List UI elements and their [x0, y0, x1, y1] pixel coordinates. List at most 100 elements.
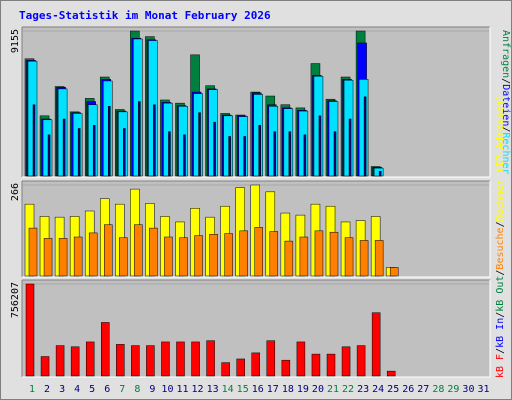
legend-entry: Besuche — [495, 227, 506, 269]
rechner-bar-day-23 — [358, 79, 369, 177]
kb-f-bar-day-19 — [296, 341, 306, 377]
besuche-bar-day-23 — [359, 240, 369, 277]
kb-f-bar-day-15 — [236, 358, 245, 377]
besuche-bar-day-6 — [104, 224, 113, 277]
rechner-bar-day-17 — [268, 106, 279, 177]
x-tick-label-day-18: 18 — [282, 384, 294, 395]
legend-entry: Anfragen — [500, 30, 511, 78]
x-tick-label-day-25: 25 — [387, 384, 399, 395]
kb-f-bar-day-4 — [70, 346, 80, 377]
ymax-label-visits: 266 — [10, 183, 21, 201]
rechner-bar-day-6 — [103, 80, 113, 177]
x-tick-label-day-31: 31 — [477, 384, 489, 395]
rechner-bar-day-16 — [253, 94, 263, 177]
besuche-bar-day-18 — [288, 131, 292, 177]
legend-entry: Rechner — [500, 132, 511, 174]
x-tick-label-day-15: 15 — [237, 384, 249, 395]
x-tick-label-day-1: 1 — [29, 384, 35, 395]
x-tick-label-day-30: 30 — [462, 384, 474, 395]
besuche-bar-day-11 — [183, 134, 186, 177]
besuche-bar-day-16 — [254, 227, 263, 277]
besuche-bar-day-20 — [318, 115, 322, 177]
x-tick-label-day-22: 22 — [342, 384, 354, 395]
x-tick-label-day-2: 2 — [44, 384, 50, 395]
y-max-labels: 9155 266 756207 — [10, 29, 21, 318]
kb-f-bar-day-5 — [85, 341, 95, 377]
kb-f-bar-day-16 — [251, 352, 260, 377]
x-tick-label-day-27: 27 — [417, 384, 429, 395]
rechner-bar-day-20 — [313, 75, 324, 177]
x-tick-label-day-19: 19 — [297, 384, 309, 395]
rechner-bar-day-3 — [57, 88, 68, 177]
kb-f-bar-day-9 — [146, 345, 155, 377]
kb-f-bar-day-21 — [326, 353, 336, 377]
x-tick-label-day-4: 4 — [74, 384, 80, 395]
besuche-bar-day-13 — [209, 234, 218, 277]
rechner-bar-day-19 — [298, 110, 309, 177]
rechner-bar-day-21 — [328, 101, 339, 177]
x-tick-label-day-8: 8 — [134, 384, 140, 395]
besuche-bar-day-24 — [378, 170, 382, 177]
x-tick-label-day-14: 14 — [222, 384, 234, 395]
besuche-bar-day-20 — [314, 230, 324, 277]
kb-f-bar-day-2 — [40, 356, 50, 377]
kb-f-bar-day-1 — [25, 283, 35, 377]
besuche-bar-day-4 — [77, 128, 81, 177]
legend-traffic: kB F/kB In/kB Out/Besuche/Rechner (IP-Ad… — [495, 95, 506, 378]
rechner-bar-day-24 — [373, 167, 384, 177]
rechner-bar-day-10 — [163, 102, 173, 177]
kb-f-bar-day-8 — [131, 345, 140, 377]
x-tick-label-day-12: 12 — [192, 384, 204, 395]
besuche-bar-day-2 — [47, 134, 51, 177]
ymax-label-kbytes: 756207 — [10, 282, 21, 318]
besuche-bar-day-25 — [389, 267, 399, 277]
besuche-bar-day-5 — [88, 232, 98, 277]
x-tick-label-day-3: 3 — [59, 384, 65, 395]
besuche-bar-day-2 — [43, 238, 53, 277]
rechner-bar-day-7 — [118, 111, 128, 177]
besuche-bar-day-8 — [138, 101, 141, 177]
x-tick-label-day-20: 20 — [312, 384, 324, 395]
besuche-bar-day-11 — [179, 237, 188, 277]
besuche-bar-day-17 — [273, 131, 277, 177]
rechner-bar-day-9 — [148, 40, 158, 177]
kb-f-bar-day-24 — [371, 312, 381, 377]
besuche-bar-day-21 — [329, 231, 339, 277]
kb-f-bar-day-23 — [356, 345, 366, 377]
kb-f-bar-day-11 — [176, 341, 185, 377]
kb-f-bar-day-22 — [341, 346, 351, 377]
legend-entry: Dateien — [500, 84, 511, 126]
besuche-bar-day-15 — [243, 136, 246, 177]
rechner-bar-day-4 — [72, 113, 83, 177]
besuche-bar-day-24 — [374, 240, 384, 277]
kb-f-bar-day-18 — [281, 359, 291, 377]
chart-title: Tages-Statistik im Monat February 2026 — [19, 9, 271, 22]
x-tick-label-day-5: 5 — [89, 384, 95, 395]
besuche-bar-day-19 — [303, 134, 307, 177]
x-tick-label-day-6: 6 — [104, 384, 110, 395]
rechner-bar-day-12 — [193, 93, 203, 177]
besuche-bar-day-15 — [239, 230, 248, 277]
legend-entry: / — [500, 126, 511, 132]
chart-marks — [24, 30, 399, 377]
legend-entry: / — [495, 221, 506, 227]
kb-f-bar-day-12 — [191, 341, 200, 377]
kb-f-bar-day-6 — [101, 322, 110, 377]
besuche-bar-day-16 — [258, 125, 261, 177]
legend-entry: kB In — [495, 318, 506, 348]
x-tick-label-day-21: 21 — [327, 384, 339, 395]
rechner-bar-day-11 — [178, 106, 188, 177]
kb-f-bar-day-7 — [116, 344, 125, 377]
rechner-bar-day-13 — [208, 89, 218, 177]
besuche-bar-day-7 — [119, 237, 128, 277]
rechner-bar-day-15 — [238, 116, 248, 177]
besuche-bar-day-10 — [164, 236, 173, 277]
x-tick-label-day-29: 29 — [447, 384, 459, 395]
x-tick-label-day-16: 16 — [252, 384, 264, 395]
besuche-bar-day-22 — [348, 118, 352, 177]
x-tick-label-day-23: 23 — [357, 384, 369, 395]
besuche-bar-day-3 — [62, 118, 66, 177]
besuche-bar-day-7 — [123, 128, 126, 177]
x-tick-label-day-24: 24 — [372, 384, 384, 395]
